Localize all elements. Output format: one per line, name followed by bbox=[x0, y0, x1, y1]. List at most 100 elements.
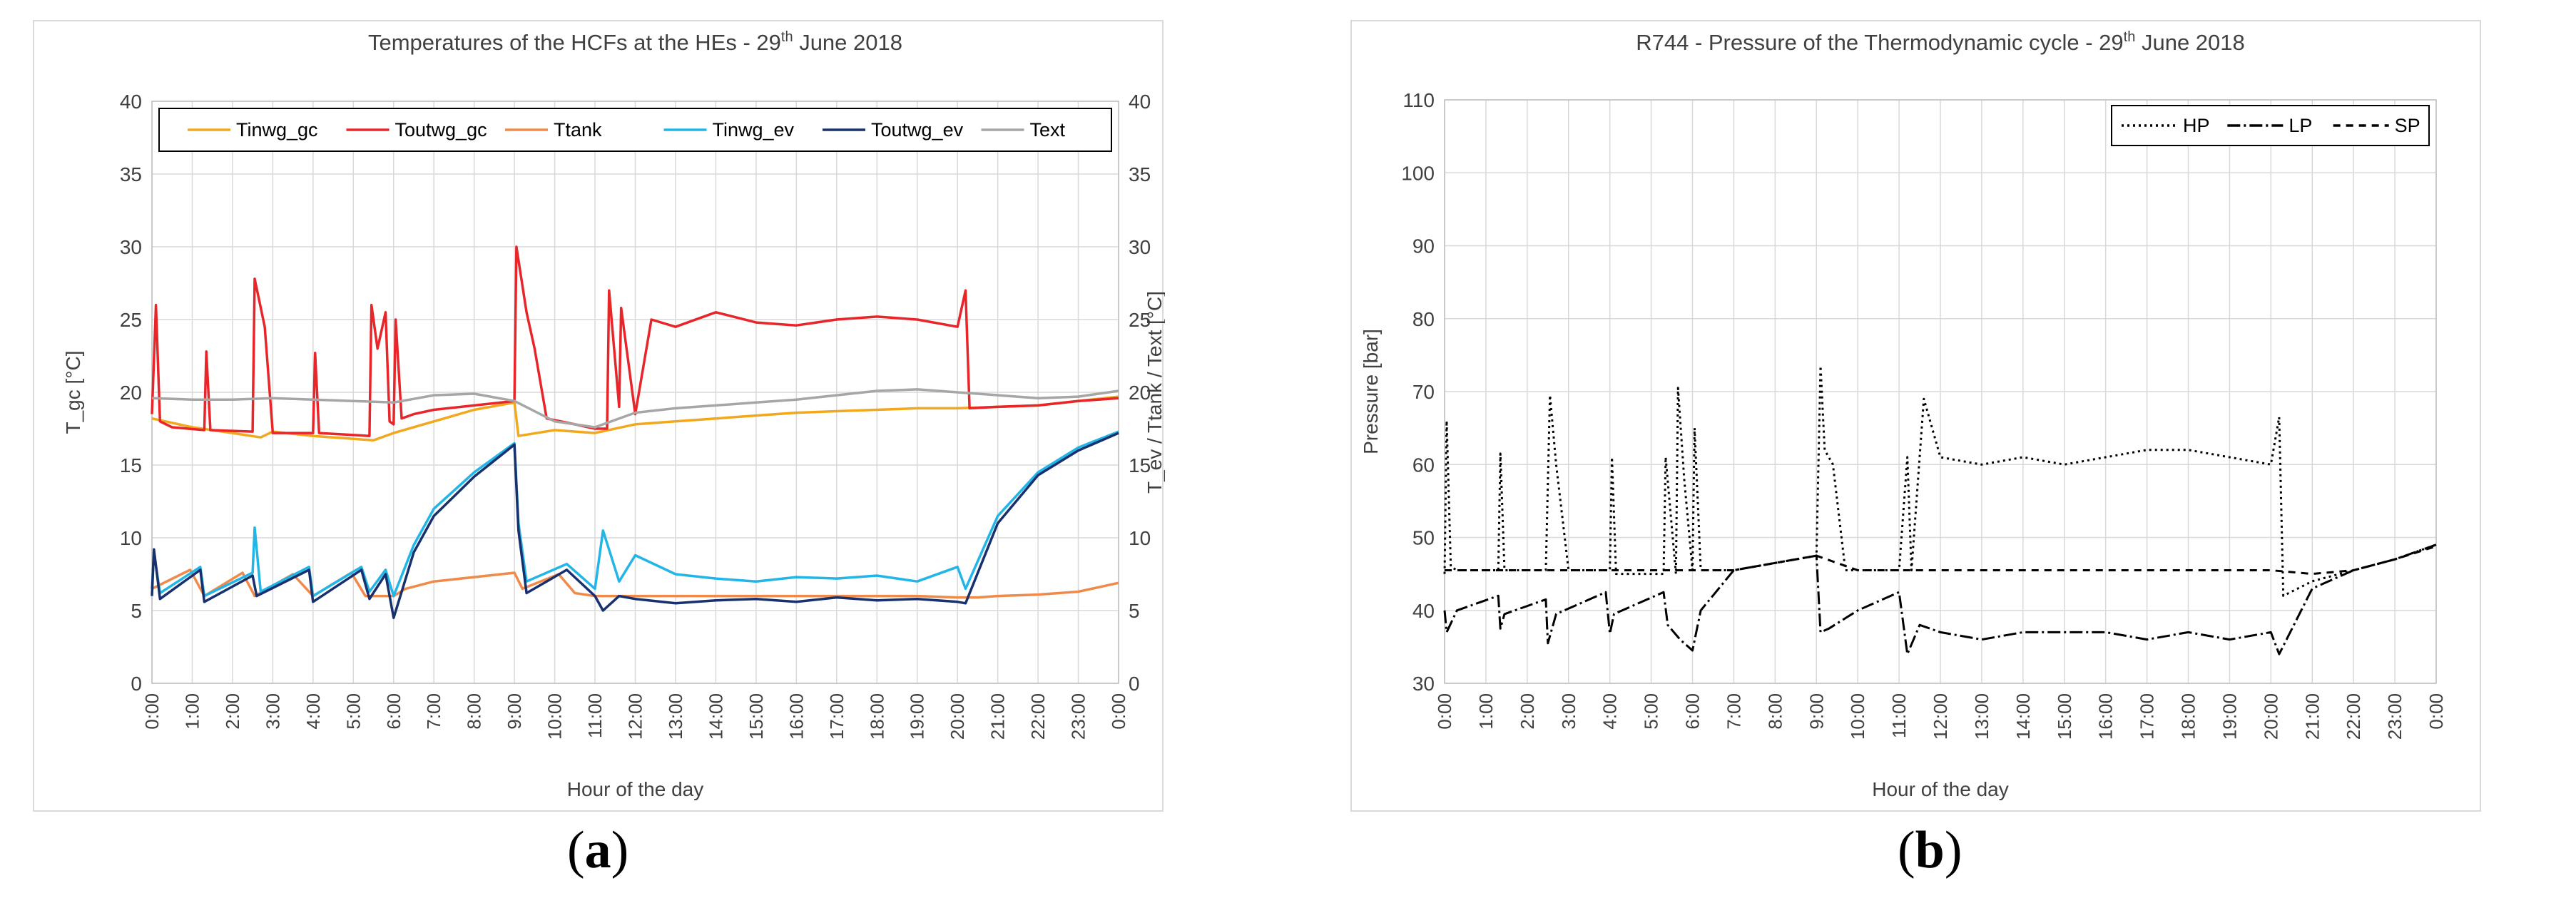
y-tick-label: 30 bbox=[1412, 673, 1435, 695]
x-tick-label: 23:00 bbox=[1068, 693, 1089, 740]
chart-temperatures: Temperatures of the HCFs at the HEs - 29… bbox=[33, 20, 1165, 812]
legend-label: SP bbox=[2395, 115, 2420, 136]
y-tick-label: 50 bbox=[1412, 527, 1435, 549]
y-tick-label: 100 bbox=[1401, 162, 1435, 184]
x-tick-label: 21:00 bbox=[2301, 693, 2323, 740]
x-tick-label: 17:00 bbox=[2137, 693, 2158, 740]
x-tick-label: 20:00 bbox=[2260, 693, 2281, 740]
y2-tick-label: 20 bbox=[1129, 382, 1151, 404]
x-tick-label: 0:00 bbox=[1108, 693, 1129, 730]
y-tick-label: 10 bbox=[120, 527, 142, 549]
x-tick-label: 5:00 bbox=[342, 693, 364, 730]
legend-label: Text bbox=[1030, 119, 1066, 141]
x-tick-label: 0:00 bbox=[1434, 693, 1455, 730]
x-tick-label: 4:00 bbox=[1599, 693, 1621, 730]
y-tick-label: 80 bbox=[1412, 308, 1435, 330]
y-tick-label: 25 bbox=[120, 309, 142, 331]
x-tick-label: 7:00 bbox=[423, 693, 444, 730]
x-tick-label: 16:00 bbox=[785, 693, 807, 740]
x-tick-label: 6:00 bbox=[1682, 693, 1704, 730]
y2-axis-label: T_ev / Ttank / Text [°C] bbox=[1144, 291, 1165, 494]
y2-tick-label: 25 bbox=[1129, 309, 1151, 331]
x-tick-label: 0:00 bbox=[2425, 693, 2447, 730]
series-line-text bbox=[151, 388, 1119, 429]
y2-tick-label: 5 bbox=[1129, 600, 1140, 622]
legend-label: Ttank bbox=[554, 119, 602, 141]
x-tick-label: 22:00 bbox=[2343, 693, 2364, 740]
x-tick-label: 23:00 bbox=[2384, 693, 2406, 740]
series-line-lp bbox=[1443, 544, 2437, 655]
x-tick-label: 22:00 bbox=[1027, 693, 1049, 740]
legend-box bbox=[2111, 105, 2430, 146]
caption-a-letter: a bbox=[584, 821, 611, 879]
y-tick-label: 5 bbox=[131, 600, 142, 622]
y-tick-label: 15 bbox=[120, 454, 142, 476]
chart-title-tail: June 2018 bbox=[2135, 30, 2244, 55]
legend-label: Toutwg_gc bbox=[395, 119, 487, 141]
x-tick-label: 3:00 bbox=[1558, 693, 1579, 730]
x-tick-label: 12:00 bbox=[625, 693, 646, 740]
x-tick-label: 11:00 bbox=[1888, 693, 1910, 738]
x-tick-label: 10:00 bbox=[1847, 693, 1868, 740]
x-tick-label: 12:00 bbox=[1930, 693, 1951, 740]
y-axis-label: Pressure [bar] bbox=[1360, 329, 1382, 454]
x-tick-label: 1:00 bbox=[181, 693, 203, 730]
caption-b-letter: b bbox=[1915, 821, 1945, 879]
legend-label: LP bbox=[2289, 115, 2312, 136]
chart-title-tail: June 2018 bbox=[793, 30, 902, 55]
y-axis-label: T_gc [°C] bbox=[62, 350, 84, 434]
x-tick-label: 2:00 bbox=[222, 693, 243, 730]
y2-tick-label: 10 bbox=[1129, 527, 1151, 549]
y-tick-label: 60 bbox=[1412, 454, 1435, 476]
chart-pressure: R744 - Pressure of the Thermodynamic cyc… bbox=[1350, 20, 2481, 812]
x-tick-label: 15:00 bbox=[745, 693, 767, 740]
x-tick-label: 18:00 bbox=[866, 693, 887, 740]
x-axis-label: Hour of the day bbox=[1872, 778, 2008, 800]
y-tick-label: 70 bbox=[1412, 381, 1435, 403]
x-tick-label: 11:00 bbox=[584, 693, 606, 738]
caption-b: (b) bbox=[1898, 821, 1962, 879]
x-tick-label: 10:00 bbox=[544, 693, 566, 740]
x-tick-label: 7:00 bbox=[1723, 693, 1744, 730]
chart-title: Temperatures of the HCFs at the HEs - 29… bbox=[368, 29, 902, 55]
legend-label: Toutwg_ev bbox=[871, 119, 964, 141]
y-tick-label: 40 bbox=[120, 91, 142, 113]
x-tick-label: 0:00 bbox=[141, 693, 163, 730]
x-tick-label: 14:00 bbox=[705, 693, 726, 740]
chart-temperatures-svg: Temperatures of the HCFs at the HEs - 29… bbox=[62, 29, 1165, 800]
x-tick-label: 8:00 bbox=[464, 693, 485, 730]
y-tick-label: 20 bbox=[120, 382, 142, 404]
series-line-ttank bbox=[151, 568, 1119, 599]
y2-tick-label: 15 bbox=[1129, 454, 1151, 476]
y2-tick-label: 40 bbox=[1129, 91, 1151, 113]
y-tick-label: 90 bbox=[1412, 235, 1435, 257]
x-tick-label: 19:00 bbox=[2219, 693, 2240, 740]
x-tick-label: 8:00 bbox=[1764, 693, 1786, 730]
x-tick-label: 9:00 bbox=[504, 693, 525, 730]
legend-label: Tinwg_ev bbox=[713, 119, 795, 141]
caption-a: (a) bbox=[567, 821, 629, 879]
x-tick-label: 20:00 bbox=[947, 693, 968, 740]
series-line-toutwg-gc bbox=[151, 245, 1119, 437]
x-tick-label: 18:00 bbox=[2178, 693, 2199, 740]
y-tick-label: 30 bbox=[120, 236, 142, 258]
y-tick-label: 40 bbox=[1412, 600, 1435, 622]
series-line-toutwg-ev bbox=[151, 432, 1119, 619]
y-tick-label: 110 bbox=[1402, 89, 1435, 111]
y2-tick-label: 0 bbox=[1129, 673, 1140, 695]
x-tick-label: 1:00 bbox=[1475, 693, 1497, 730]
legend-label: HP bbox=[2183, 115, 2210, 136]
chart-title: R744 - Pressure of the Thermodynamic cyc… bbox=[1636, 29, 2245, 55]
x-tick-label: 4:00 bbox=[302, 693, 324, 730]
plot-area bbox=[1444, 99, 2437, 684]
chart-title-main: Temperatures of the HCFs at the HEs - 29 bbox=[368, 30, 781, 55]
x-tick-label: 21:00 bbox=[987, 693, 1009, 740]
x-tick-label: 5:00 bbox=[1641, 693, 1662, 730]
x-tick-label: 14:00 bbox=[2012, 693, 2034, 740]
x-tick-label: 13:00 bbox=[665, 693, 686, 740]
x-tick-label: 6:00 bbox=[383, 693, 404, 730]
legend-box bbox=[158, 108, 1112, 152]
x-tick-label: 17:00 bbox=[826, 693, 847, 740]
x-tick-label: 9:00 bbox=[1806, 693, 1827, 730]
x-tick-label: 19:00 bbox=[907, 693, 928, 740]
